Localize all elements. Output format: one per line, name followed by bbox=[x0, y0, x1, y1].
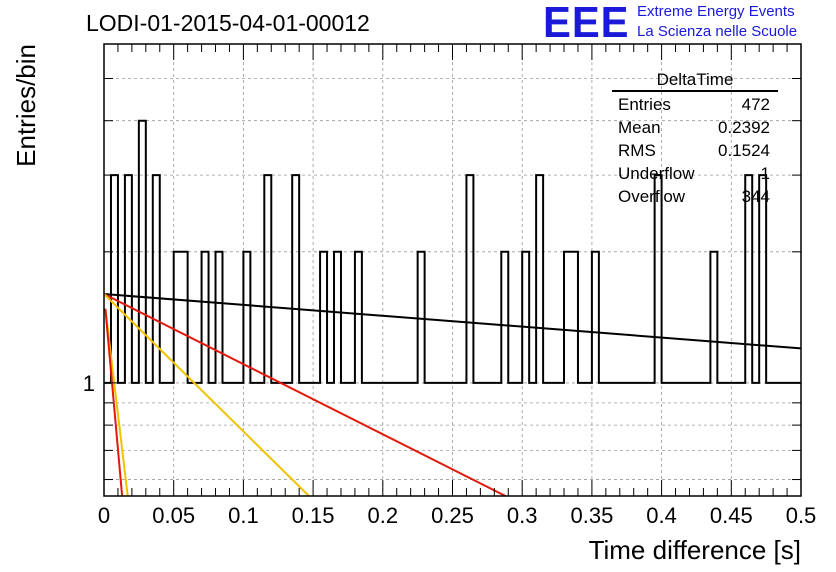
x-tick-label: 0.4 bbox=[646, 503, 677, 528]
eee-logo-text: Extreme Energy Events La Scienza nelle S… bbox=[637, 2, 797, 42]
x-axis-title: Time difference [s] bbox=[589, 535, 801, 565]
fit-curve-line bbox=[103, 293, 506, 497]
stats-divider bbox=[612, 90, 778, 92]
stats-label: Underflow bbox=[618, 164, 695, 183]
x-tick-label: 0.25 bbox=[431, 503, 474, 528]
x-tick-label: 0.05 bbox=[152, 503, 195, 528]
stats-label: Mean bbox=[618, 118, 661, 137]
x-tick-label: 0.2 bbox=[368, 503, 399, 528]
x-tick-label: 0.5 bbox=[786, 503, 817, 528]
y-axis-title: Entries/bin bbox=[11, 44, 41, 167]
eee-logo-mark: EEE bbox=[543, 0, 630, 47]
stats-value: 1 bbox=[760, 164, 770, 183]
stats-value: 472 bbox=[741, 95, 770, 114]
run-title: LODI-01-2015-04-01-00012 bbox=[86, 10, 370, 36]
stats-value: 344 bbox=[741, 187, 770, 206]
stats-box: DeltaTime Entries 472 Mean 0.2392 RMS 0.… bbox=[612, 70, 778, 208]
x-tick-label: 0.1 bbox=[228, 503, 259, 528]
stats-value: 0.2392 bbox=[718, 118, 770, 137]
stats-row-mean: Mean 0.2392 bbox=[612, 116, 778, 139]
stats-row-overflow: Overflow 344 bbox=[612, 185, 778, 208]
eee-logo-line1: Extreme Energy Events bbox=[637, 3, 795, 20]
fit-curve-line bbox=[103, 293, 802, 350]
stats-row-entries: Entries 472 bbox=[612, 93, 778, 116]
x-tick-label: 0.45 bbox=[710, 503, 753, 528]
fit-curve-line bbox=[103, 293, 310, 497]
eee-logo-line2: La Scienza nelle Scuole bbox=[637, 23, 798, 40]
y-tick-label: 1 bbox=[83, 371, 95, 396]
x-tick-label: 0.15 bbox=[292, 503, 335, 528]
stats-label: Entries bbox=[618, 95, 671, 114]
x-tick-label: 0.35 bbox=[570, 503, 613, 528]
stats-row-rms: RMS 0.1524 bbox=[612, 139, 778, 162]
stats-row-underflow: Underflow 1 bbox=[612, 162, 778, 185]
stats-label: RMS bbox=[618, 141, 656, 160]
x-tick-label: 0 bbox=[98, 503, 110, 528]
stats-label: Overflow bbox=[618, 187, 686, 206]
stats-value: 0.1524 bbox=[718, 141, 770, 160]
fit-curve-line bbox=[104, 308, 124, 497]
x-tick-label: 0.3 bbox=[507, 503, 538, 528]
histogram-outline bbox=[104, 119, 801, 384]
stats-title: DeltaTime bbox=[656, 70, 734, 89]
